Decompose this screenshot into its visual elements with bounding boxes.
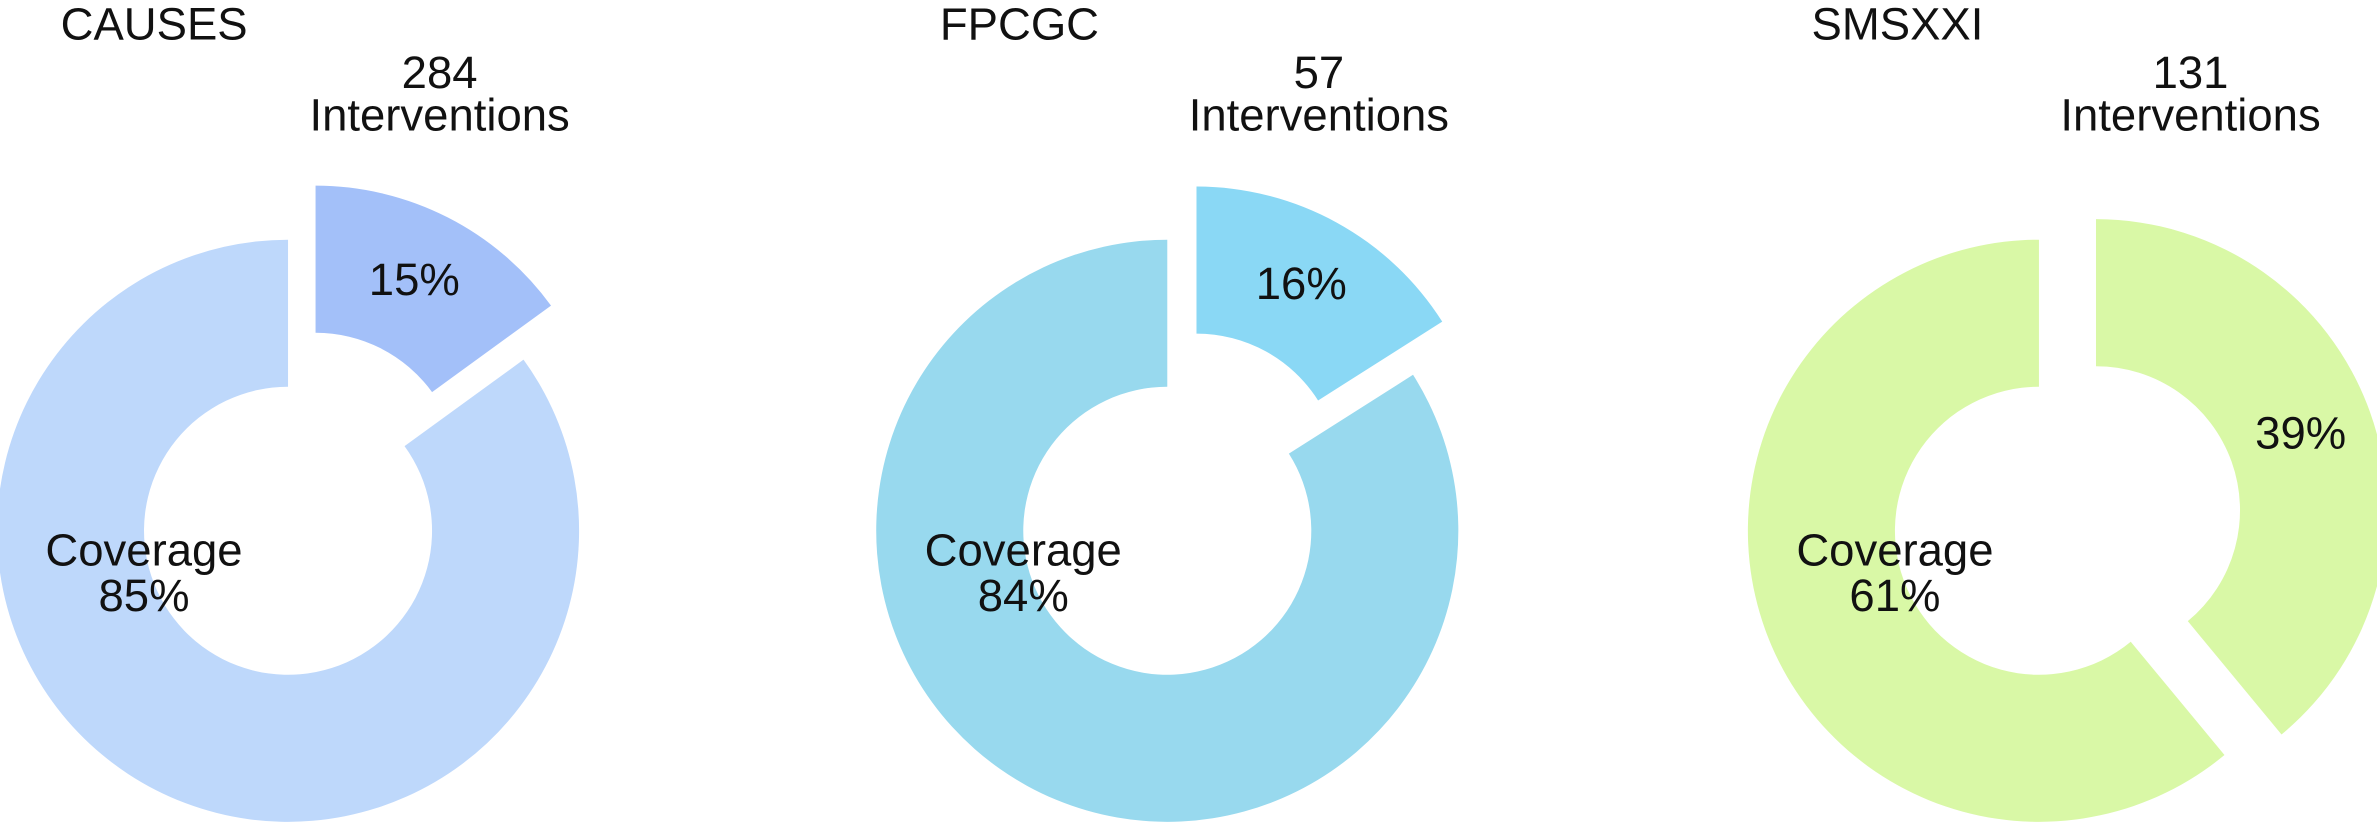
donut-slice	[0, 239, 580, 822]
slice-label: 61%	[1849, 570, 1940, 621]
chart-title: FPCGC	[940, 0, 1099, 49]
slice-label: 39%	[2255, 408, 2346, 459]
count-label: Interventions	[309, 89, 569, 140]
donut-slice	[2096, 219, 2377, 735]
slice-category: Coverage	[925, 525, 1122, 576]
slice-label: 85%	[99, 570, 190, 621]
slice-label: 84%	[978, 570, 1069, 621]
count-value: 131	[2153, 47, 2229, 98]
donut-slice	[315, 185, 552, 393]
count-label: Interventions	[1189, 89, 1449, 140]
slice-category: Coverage	[1796, 525, 1993, 576]
count-value: 57	[1294, 47, 1345, 98]
count-value: 284	[402, 47, 478, 98]
donut-slice	[1747, 239, 2225, 822]
slice-label: 15%	[369, 254, 460, 305]
slice-category: Coverage	[45, 525, 242, 576]
chart-title: SMSXXI	[1812, 0, 1984, 49]
chart-title: CAUSES	[61, 0, 248, 49]
donut-slice	[1196, 186, 1443, 401]
donut-slice	[876, 239, 1459, 822]
count-label: Interventions	[2060, 89, 2320, 140]
slice-label: 16%	[1256, 258, 1347, 309]
